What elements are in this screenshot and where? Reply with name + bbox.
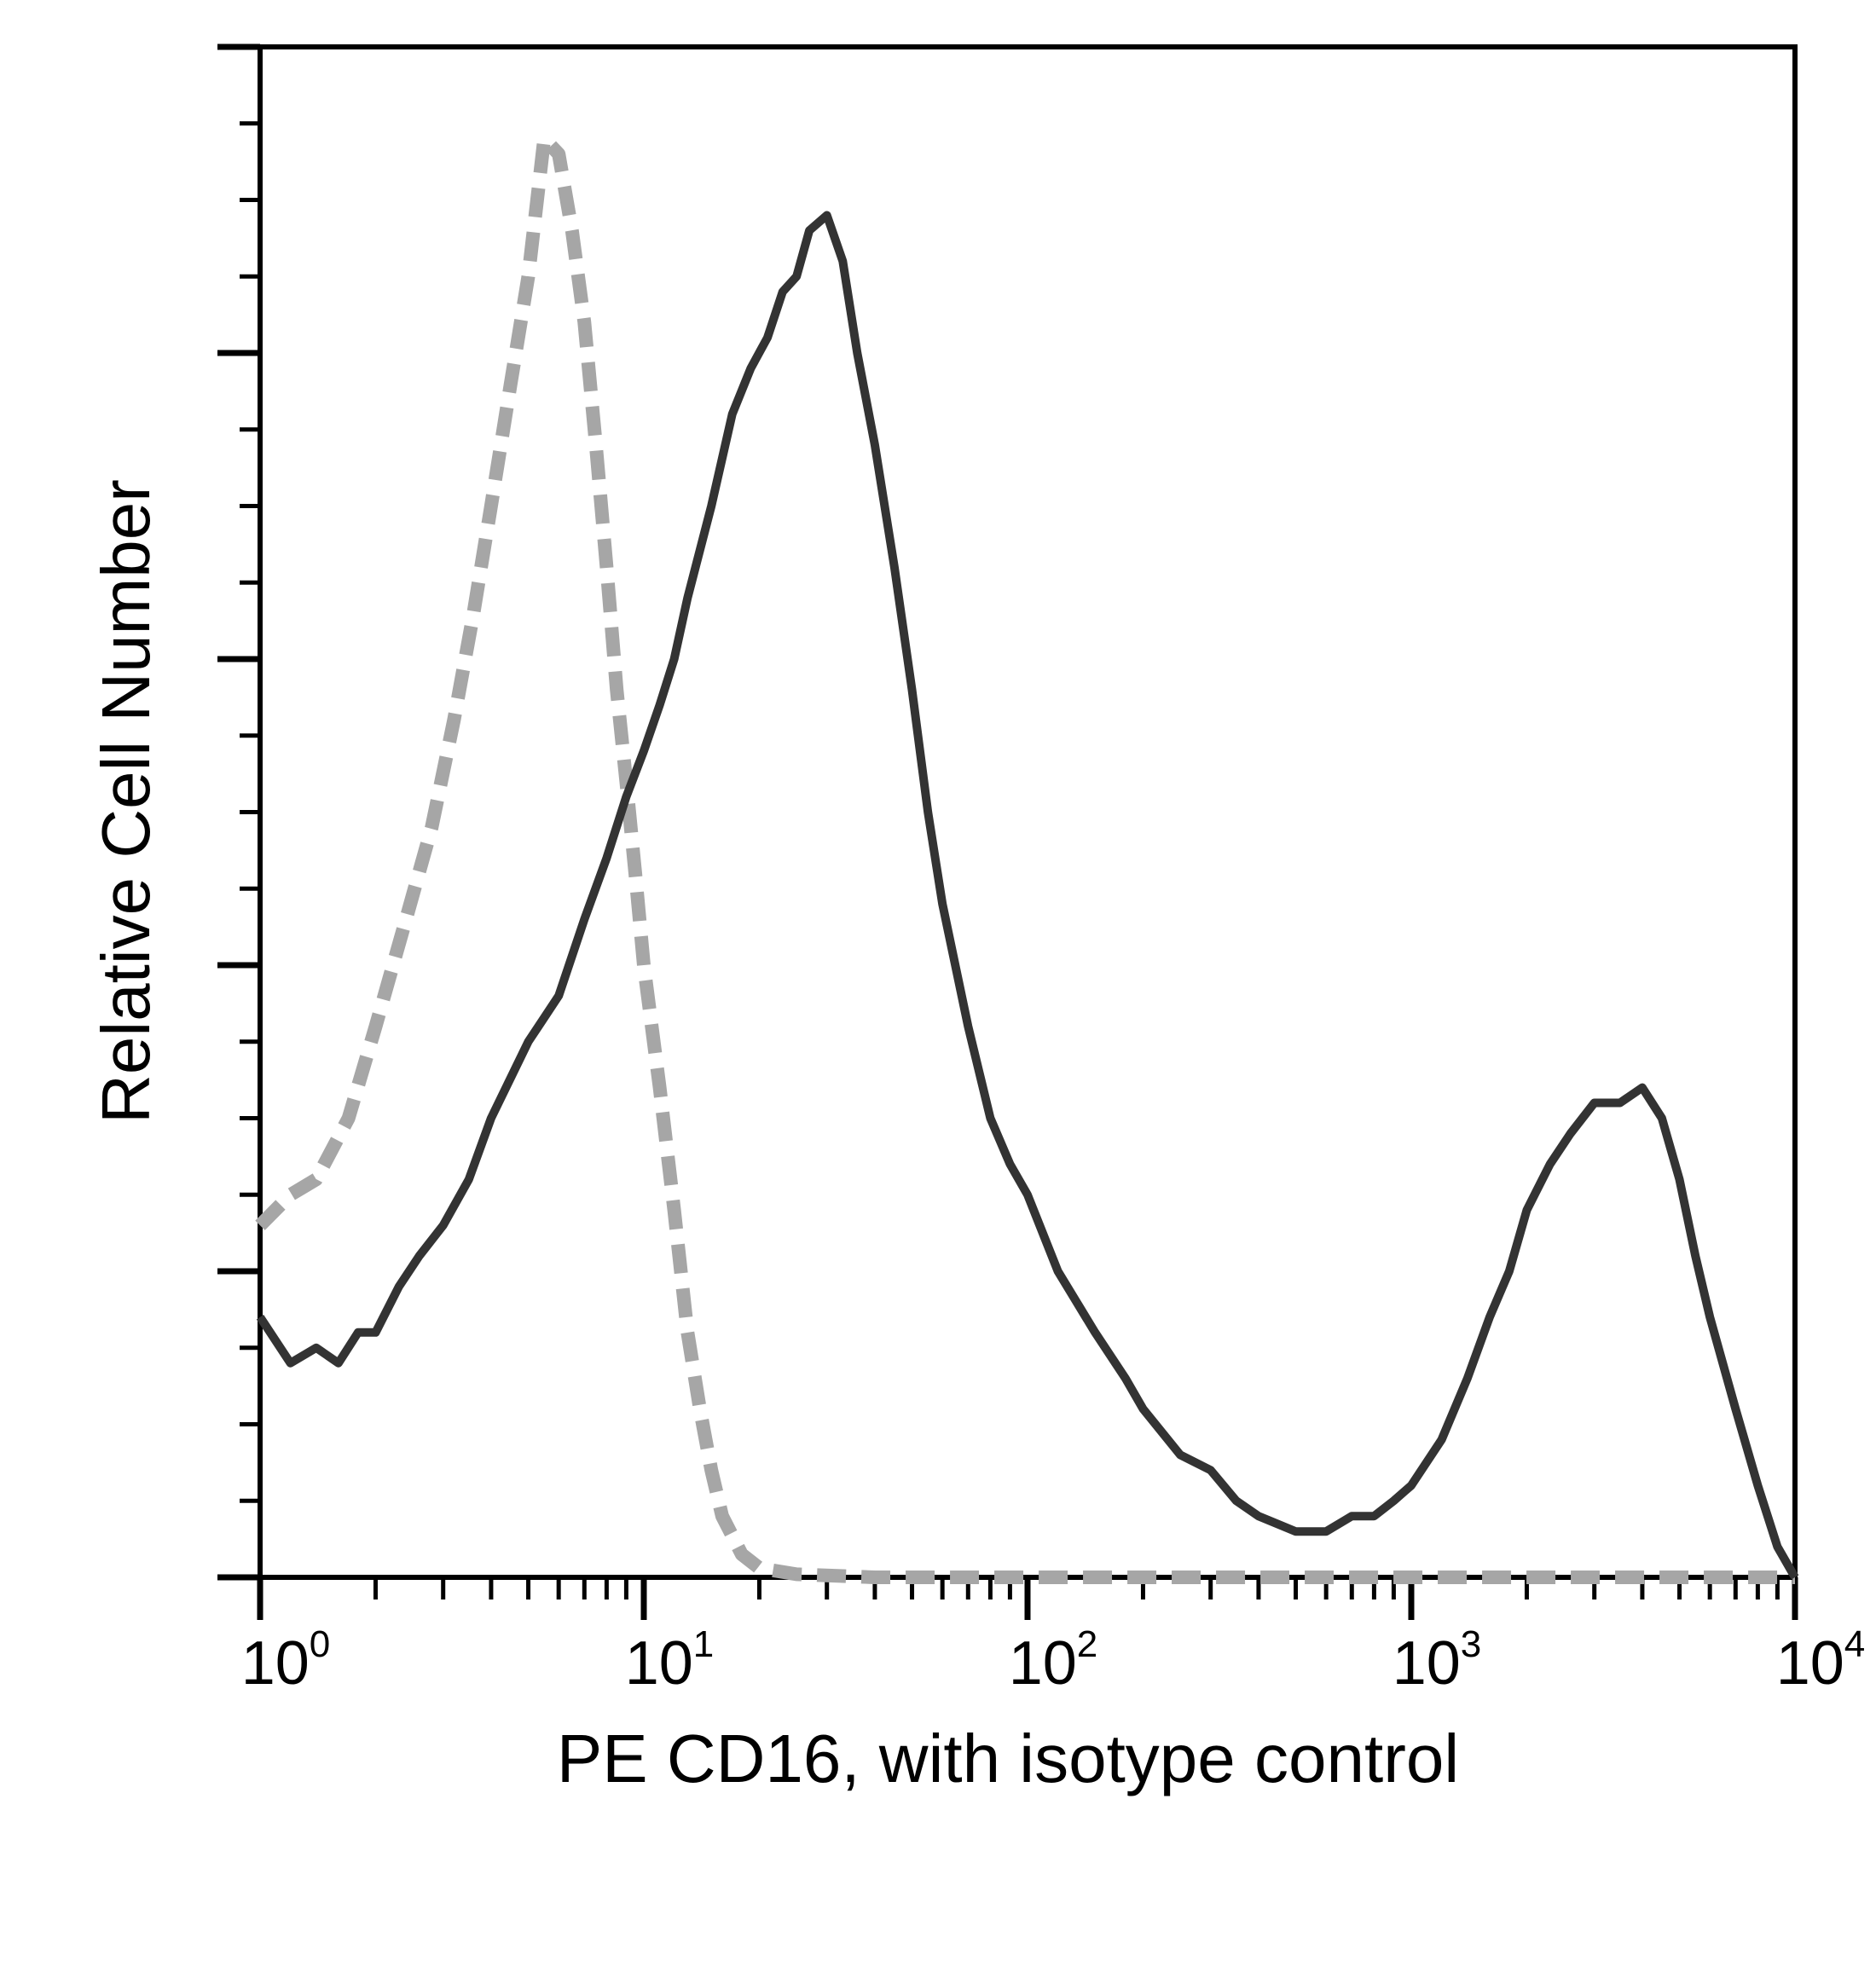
series-layer (255, 131, 1799, 1584)
x-tick-label: 100 (241, 1623, 331, 1698)
y-axis-ticks (217, 43, 260, 1581)
x-tick-label: 103 (1393, 1623, 1482, 1698)
x-tick-label-base: 10 (1009, 1629, 1077, 1698)
x-tick-label-base: 10 (1776, 1629, 1844, 1698)
x-tick-label-base: 10 (1393, 1629, 1461, 1698)
x-tick-label: 101 (625, 1623, 715, 1698)
x-tick-label-exponent: 4 (1844, 1623, 1865, 1665)
x-tick-label-exponent: 0 (310, 1623, 330, 1665)
isotype-control-histogram (255, 131, 1795, 1584)
x-tick-label: 102 (1009, 1623, 1098, 1698)
x-tick-label-exponent: 3 (1461, 1623, 1481, 1665)
x-tick-label-base: 10 (241, 1629, 310, 1698)
x-tick-label: 104 (1776, 1623, 1866, 1698)
x-tick-label-exponent: 2 (1077, 1623, 1097, 1665)
x-axis-tick-labels: 100 101 102 103 104 (241, 1623, 1866, 1698)
y-axis-title: Relative Cell Number (88, 479, 164, 1124)
x-tick-label-base: 10 (625, 1629, 693, 1698)
cd16-histogram (256, 211, 1799, 1580)
x-axis-title: PE CD16, with isotype control (557, 1721, 1459, 1796)
x-tick-label-exponent: 1 (693, 1623, 714, 1665)
